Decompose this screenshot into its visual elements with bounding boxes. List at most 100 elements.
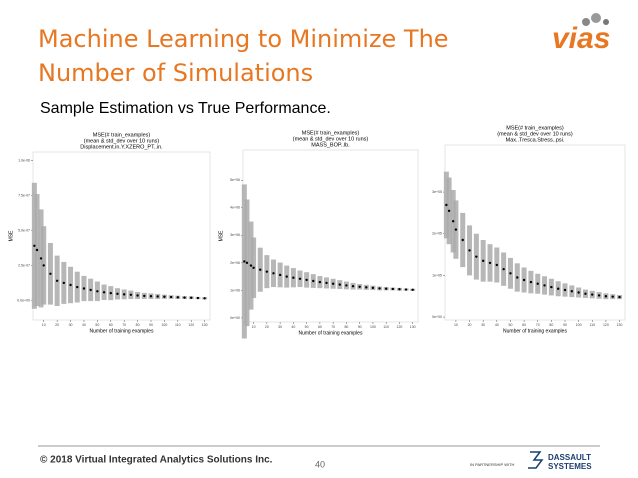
mean-point xyxy=(76,285,79,289)
mean-point xyxy=(149,295,153,298)
mean-point xyxy=(42,264,45,267)
x-axis-label: Number of training examples xyxy=(90,328,154,334)
mean-point xyxy=(55,279,59,282)
mean-point xyxy=(529,280,533,284)
y-tick-label: 3e+06 xyxy=(230,233,240,237)
y-tick-label: 2.5e-07 xyxy=(18,263,30,267)
chart-title: MSE(# train_examples) xyxy=(506,125,564,131)
x-tick-label: 50 xyxy=(305,325,309,329)
x-tick-label: 50 xyxy=(509,323,513,327)
mean-point xyxy=(550,285,553,289)
x-tick-label: 40 xyxy=(291,325,295,329)
mean-point xyxy=(298,277,302,280)
mean-point xyxy=(292,276,295,279)
mean-point xyxy=(312,279,315,283)
mean-point xyxy=(331,282,335,285)
chart-title: Max..Tresca.Stress..psi. xyxy=(506,137,565,143)
mean-point xyxy=(509,272,512,275)
mean-point xyxy=(618,295,621,299)
mean-point xyxy=(278,273,282,277)
mean-point xyxy=(259,268,262,271)
y-tick-label: 2e+06 xyxy=(230,261,240,265)
chart-title: MASS_BOP..lb. xyxy=(311,142,350,148)
logo-dot xyxy=(582,18,590,26)
mean-point xyxy=(285,275,288,278)
mean-point xyxy=(143,294,146,298)
mean-point xyxy=(461,238,464,242)
mean-point xyxy=(116,292,119,296)
mean-point xyxy=(445,203,448,207)
x-tick-label: 20 xyxy=(55,323,59,327)
mean-point xyxy=(475,255,478,258)
mean-point xyxy=(384,287,388,290)
x-tick-label: 100 xyxy=(370,325,376,329)
mean-point xyxy=(318,280,322,284)
y-axis-label: MSE xyxy=(8,230,14,242)
plot-panel xyxy=(444,144,626,321)
mean-point xyxy=(196,296,200,300)
x-tick-label: 80 xyxy=(344,325,348,329)
y-tick-label: 1e+06 xyxy=(230,288,240,292)
y-tick-label: 5.0e-07 xyxy=(18,228,30,232)
mean-point xyxy=(35,248,39,252)
mean-point xyxy=(62,281,66,285)
mean-point xyxy=(96,290,99,293)
x-tick-label: 20 xyxy=(265,325,269,329)
mean-point xyxy=(516,276,519,279)
mean-point xyxy=(522,278,526,282)
y-tick-label: 1.0e-06 xyxy=(18,158,30,162)
mean-point xyxy=(249,264,253,267)
logo-dot xyxy=(603,19,609,25)
mean-point xyxy=(163,295,166,298)
partner-label: IN PARTNERSHIP WITH xyxy=(470,462,515,467)
mean-point xyxy=(365,286,368,289)
x-tick-label: 20 xyxy=(468,323,472,327)
mean-point xyxy=(556,287,560,290)
mean-point xyxy=(584,292,587,295)
x-tick-label: 80 xyxy=(136,323,140,327)
y-tick-label: 2e+05 xyxy=(432,232,442,236)
mean-point xyxy=(338,283,341,286)
y-tick-label: 3e+05 xyxy=(432,190,442,194)
x-tick-label: 90 xyxy=(149,323,153,327)
mean-point xyxy=(371,286,375,290)
mean-point xyxy=(454,228,458,231)
mean-point xyxy=(611,295,614,298)
mean-point xyxy=(577,291,580,294)
mean-point xyxy=(563,288,567,292)
partner-name: SYSTEMES xyxy=(548,462,592,471)
mean-point xyxy=(102,291,106,294)
x-tick-label: 70 xyxy=(536,323,540,327)
chart-title: MSE(# train_examples) xyxy=(302,130,360,136)
mean-point xyxy=(536,282,539,285)
x-tick-label: 130 xyxy=(410,325,416,329)
footer: © 2018 Virtual Integrated Analytics Solu… xyxy=(40,455,273,466)
x-tick-label: 70 xyxy=(122,323,126,327)
mean-point xyxy=(82,287,86,290)
y-tick-label: 5e+06 xyxy=(230,178,240,182)
page-number: 40 xyxy=(315,459,325,469)
y-tick-label: 0e+00 xyxy=(432,315,442,319)
mean-point xyxy=(404,288,408,291)
x-tick-label: 10 xyxy=(454,323,458,327)
y-tick-label: 1e+05 xyxy=(432,273,442,277)
logo: vias xyxy=(552,22,610,55)
mean-point xyxy=(272,272,275,275)
y-tick-label: 4e+06 xyxy=(230,206,240,210)
x-tick-label: 50 xyxy=(95,323,99,327)
partner-icon xyxy=(528,451,544,469)
x-tick-label: 10 xyxy=(42,323,46,327)
mean-point xyxy=(468,249,471,252)
x-tick-label: 60 xyxy=(522,323,526,327)
mean-point xyxy=(305,278,308,282)
mean-point xyxy=(169,295,173,299)
x-tick-label: 130 xyxy=(202,323,208,327)
mean-point xyxy=(69,283,72,287)
x-tick-label: 60 xyxy=(109,323,113,327)
mean-point xyxy=(183,296,186,299)
x-tick-label: 40 xyxy=(82,323,86,327)
x-tick-label: 100 xyxy=(161,323,167,327)
mean-point xyxy=(203,297,206,300)
